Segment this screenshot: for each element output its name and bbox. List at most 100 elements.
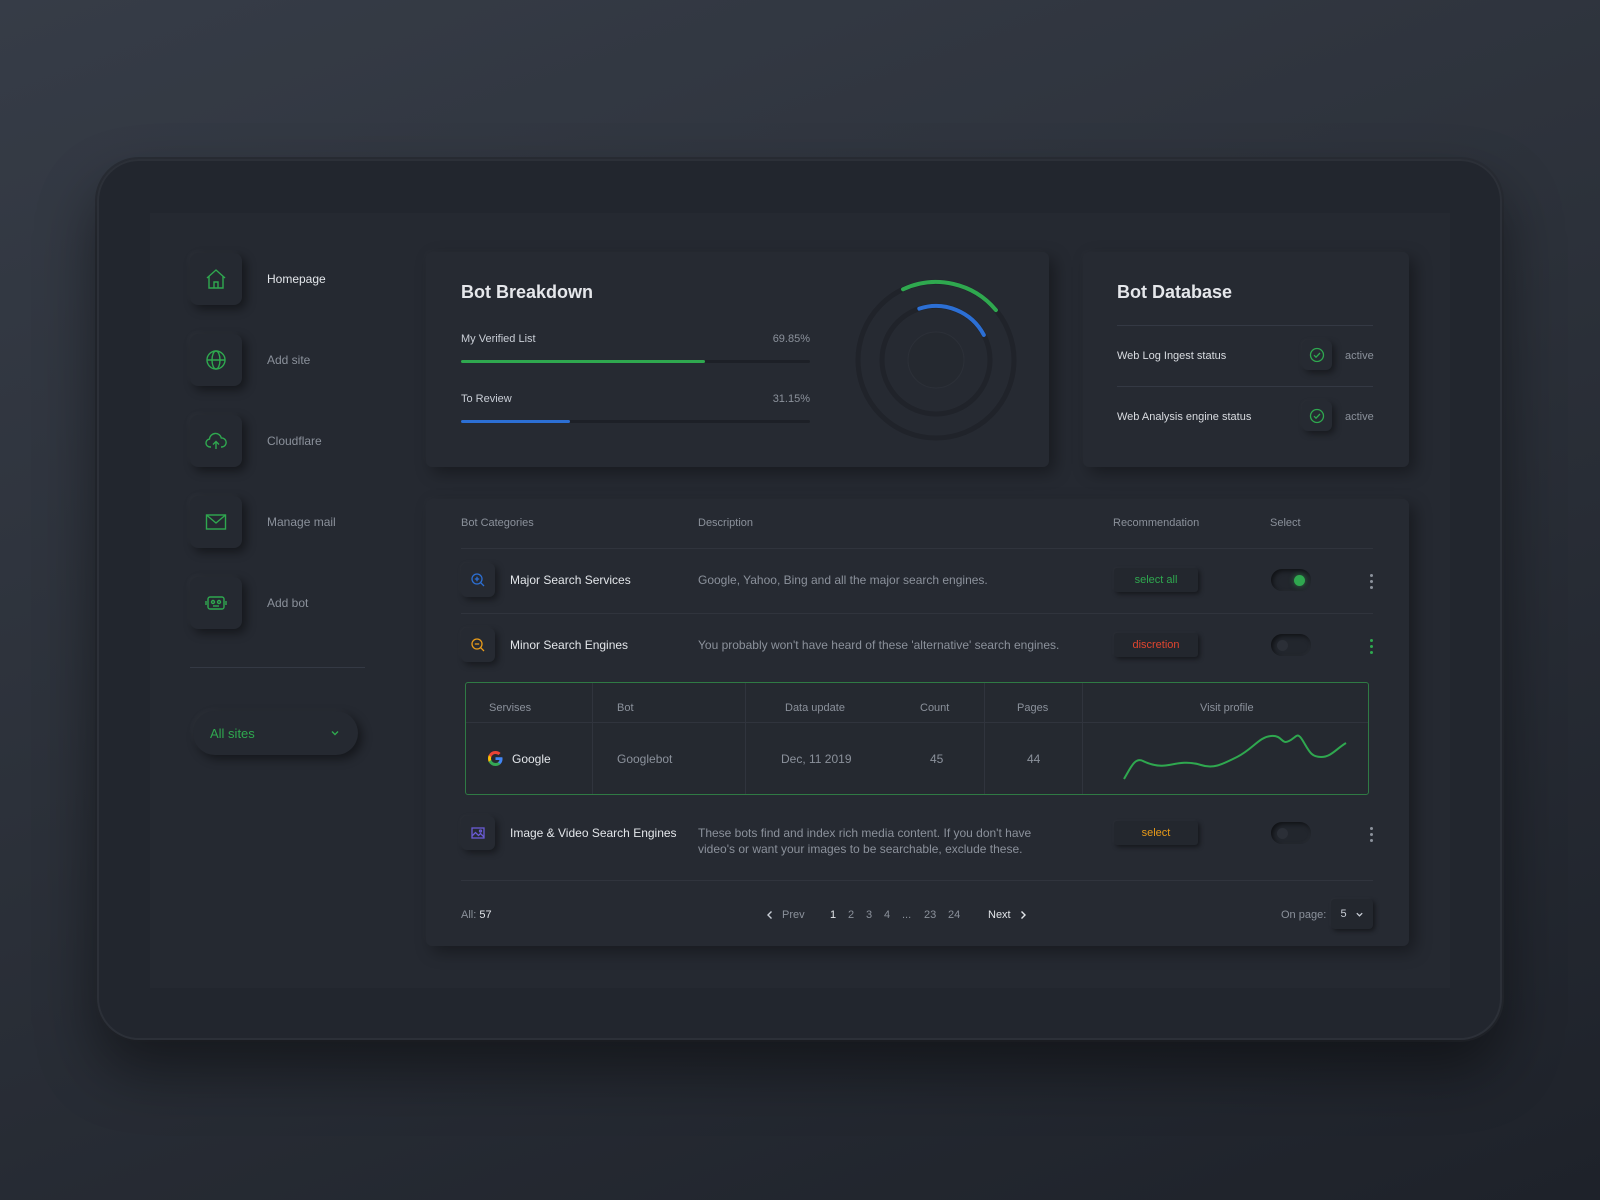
sub-header-pages: Pages bbox=[1017, 702, 1049, 714]
header-select: Select bbox=[1270, 517, 1301, 529]
site-select[interactable]: All sites bbox=[193, 711, 358, 755]
sidebar-item-add-bot[interactable]: Add bot bbox=[190, 577, 308, 629]
category-name: Minor Search Engines bbox=[510, 638, 629, 652]
to-review-percent: 31.15% bbox=[772, 393, 810, 405]
site-select-value: All sites bbox=[210, 725, 255, 741]
row-divider bbox=[461, 880, 1373, 881]
sidebar-item-label: Add bot bbox=[267, 596, 309, 610]
per-page-select[interactable]: 5 bbox=[1331, 899, 1373, 929]
db-divider bbox=[1117, 325, 1373, 326]
chevron-down-icon bbox=[1355, 912, 1363, 917]
bot-details-table: Servises Bot Data update Count Pages Vis… bbox=[465, 682, 1369, 795]
select-toggle[interactable] bbox=[1271, 634, 1311, 656]
web-log-ingest-label: Web Log Ingest status bbox=[1117, 350, 1227, 362]
prev-page-button[interactable]: Prev bbox=[766, 909, 805, 921]
image-icon bbox=[461, 816, 495, 850]
zoom-out-icon bbox=[461, 628, 495, 662]
category-name: Major Search Services bbox=[510, 573, 631, 587]
chevron-right-icon bbox=[1020, 911, 1026, 919]
service-name: Google bbox=[512, 752, 551, 766]
bot-breakdown-title: Bot Breakdown bbox=[461, 282, 594, 302]
toggle-knob bbox=[1294, 575, 1305, 586]
row-divider bbox=[461, 613, 1373, 614]
per-page-label: On page: bbox=[1281, 909, 1327, 921]
check-circle-icon bbox=[1309, 347, 1325, 363]
category-description: These bots find and index rich media con… bbox=[698, 826, 1032, 856]
select-toggle[interactable] bbox=[1271, 822, 1311, 844]
recommendation-select-all-button[interactable]: select all bbox=[1114, 568, 1198, 592]
sidebar-item-manage-mail[interactable]: Manage mail bbox=[190, 496, 336, 548]
to-review-label: To Review bbox=[461, 393, 512, 405]
more-options-icon[interactable] bbox=[1369, 639, 1373, 654]
page-3-button[interactable]: 3 bbox=[866, 909, 873, 921]
page-4-button[interactable]: 4 bbox=[884, 909, 891, 921]
total-count-label: All: bbox=[461, 909, 477, 921]
google-icon bbox=[488, 751, 503, 766]
sidebar-item-homepage[interactable]: Homepage bbox=[190, 253, 326, 305]
page-2-button[interactable]: 2 bbox=[848, 909, 855, 921]
category-name: Image & Video Search Engines bbox=[510, 826, 677, 840]
category-description: You probably won't have heard of these '… bbox=[698, 638, 1060, 652]
visit-profile-sparkline[interactable] bbox=[1121, 727, 1351, 787]
recommendation-select-button[interactable]: select bbox=[1114, 821, 1198, 845]
sub-header-services: Servises bbox=[489, 702, 532, 714]
sidebar-item-label: Cloudflare bbox=[267, 434, 322, 448]
web-log-ingest-status: active bbox=[1345, 350, 1374, 362]
breakdown-ring-chart bbox=[855, 279, 1017, 441]
db-divider bbox=[1117, 386, 1373, 387]
sidebar-item-add-site[interactable]: Add site bbox=[190, 334, 310, 386]
recommendation-discretion-button[interactable]: discretion bbox=[1114, 633, 1198, 657]
next-label: Next bbox=[988, 909, 1011, 921]
chevron-down-icon bbox=[331, 731, 339, 736]
bot-database-card bbox=[1083, 252, 1409, 467]
verified-list-bar-fill bbox=[461, 360, 705, 363]
check-circle-icon bbox=[1309, 408, 1325, 424]
total-count-value: 57 bbox=[479, 909, 492, 921]
toggle-knob bbox=[1277, 640, 1288, 651]
ring-verified-arc bbox=[901, 280, 998, 313]
count-value: 45 bbox=[930, 752, 944, 766]
next-page-button[interactable]: Next bbox=[988, 909, 1027, 921]
web-analysis-status: active bbox=[1345, 411, 1374, 423]
page-23-button[interactable]: 23 bbox=[924, 909, 937, 921]
header-description: Description bbox=[698, 517, 754, 529]
bot-name: Googlebot bbox=[617, 752, 673, 766]
more-options-icon[interactable] bbox=[1369, 827, 1373, 842]
select-toggle[interactable] bbox=[1271, 569, 1311, 591]
robot-icon bbox=[190, 577, 242, 629]
page-ellipsis: ... bbox=[902, 909, 912, 921]
per-page-value: 5 bbox=[1340, 908, 1347, 920]
sparkline-path bbox=[1123, 734, 1347, 780]
verified-list-label: My Verified List bbox=[461, 333, 536, 345]
verified-list-bar bbox=[461, 360, 810, 363]
sidebar-item-label: Add site bbox=[267, 353, 311, 367]
page-24-button[interactable]: 24 bbox=[948, 909, 961, 921]
category-description: Google, Yahoo, Bing and all the major se… bbox=[698, 573, 988, 587]
toggle-knob bbox=[1277, 828, 1288, 839]
ring-review-arc bbox=[917, 304, 986, 337]
pages-value: 44 bbox=[1027, 752, 1041, 766]
sidebar-item-cloudflare[interactable]: Cloudflare bbox=[190, 415, 322, 467]
prev-label: Prev bbox=[782, 909, 805, 921]
row-divider bbox=[461, 548, 1373, 549]
globe-icon bbox=[190, 334, 242, 386]
to-review-bar bbox=[461, 420, 810, 423]
web-analysis-label: Web Analysis engine status bbox=[1117, 411, 1252, 423]
chevron-left-icon bbox=[767, 911, 772, 919]
data-update-date: Dec, 11 2019 bbox=[781, 752, 852, 766]
verified-list-percent: 69.85% bbox=[772, 333, 810, 345]
header-recommendation: Recommendation bbox=[1113, 517, 1200, 529]
ring-center bbox=[907, 331, 965, 389]
sub-header-date: Data update bbox=[785, 702, 845, 714]
web-log-ingest-status-box bbox=[1302, 340, 1332, 370]
page-1-button[interactable]: 1 bbox=[830, 909, 837, 921]
sub-header-count: Count bbox=[920, 702, 950, 714]
cloud-upload-icon bbox=[190, 415, 242, 467]
more-options-icon[interactable] bbox=[1369, 574, 1373, 589]
sidebar-divider bbox=[190, 667, 365, 668]
total-count: All: 57 bbox=[461, 909, 492, 921]
home-icon bbox=[190, 253, 242, 305]
header-bot-categories: Bot Categories bbox=[461, 517, 534, 529]
sidebar-item-label: Homepage bbox=[267, 272, 326, 286]
to-review-bar-fill bbox=[461, 420, 570, 423]
